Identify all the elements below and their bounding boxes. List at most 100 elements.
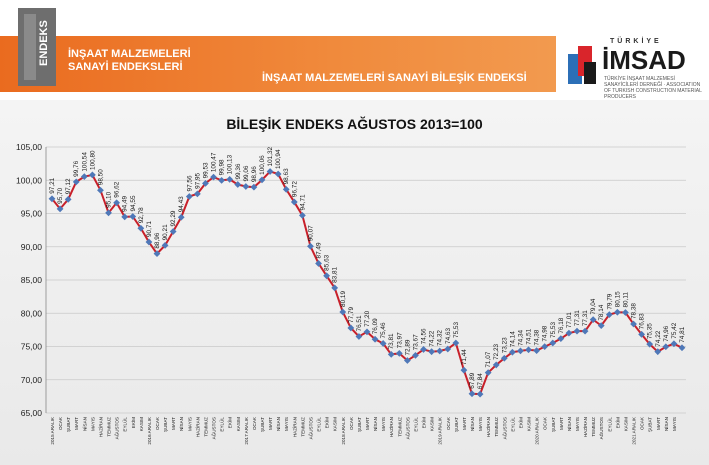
x-tick-label: KASIM <box>527 417 532 431</box>
org-sub: TÜRKİYE İNŞAAT MALZEMESİ SANAYİCİLERİ DE… <box>604 76 702 100</box>
data-label: 100,13 <box>227 154 234 174</box>
data-point <box>226 175 234 183</box>
data-point <box>420 346 427 353</box>
data-label: 73,81 <box>388 333 395 349</box>
data-label: 97,12 <box>65 178 72 194</box>
x-tick-label: 2019 ARALIK <box>438 416 443 445</box>
x-tick-label: MART <box>74 417 79 430</box>
data-label: 76,09 <box>372 318 379 334</box>
app-title-line1: İNŞAAT MALZEMELERİ <box>68 48 191 60</box>
data-point <box>476 390 484 398</box>
data-label: 74,56 <box>421 328 428 344</box>
data-label: 79,04 <box>590 298 597 314</box>
data-point <box>387 351 395 358</box>
data-point <box>662 343 670 351</box>
x-tick-label: ŞUBAT <box>163 417 168 432</box>
x-tick-label: OCAK <box>349 416 354 430</box>
x-tick-label: ŞUBAT <box>357 417 362 432</box>
x-tick-label: KASIM <box>139 417 144 431</box>
x-tick-label: MAYIS <box>381 417 386 431</box>
data-point <box>290 198 298 206</box>
y-tick-label: 95,00 <box>21 209 43 219</box>
x-tick-label: HAZİRAN <box>291 417 297 437</box>
data-point <box>363 328 371 336</box>
composite-index-chart: 65,00 70,00 75,00 80,00 85,00 90,00 95,00 100,0… <box>16 142 686 445</box>
data-point <box>64 196 72 203</box>
data-label: 85,63 <box>324 254 331 270</box>
x-tick-label: NİSAN <box>469 417 475 431</box>
data-label: 90,71 <box>146 221 153 237</box>
data-label: 94,55 <box>130 195 137 211</box>
data-label: 99,53 <box>202 162 209 178</box>
x-tick-label: MAYIS <box>284 417 289 431</box>
y-tick-label: 85,00 <box>21 275 43 285</box>
series-markers <box>48 168 686 398</box>
data-point <box>315 260 322 267</box>
x-tick-label: TEMMUZ <box>591 417 596 437</box>
data-point <box>436 347 444 355</box>
x-tick-label: KASIM <box>333 417 338 431</box>
imsad-logo: TÜRKİYE İMSAD TÜRKİYE İNŞAAT MALZEMESİ S… <box>566 38 706 100</box>
x-tick-label: ŞUBAT <box>551 417 556 432</box>
x-tick-label: MAYIS <box>672 417 677 431</box>
data-point <box>355 333 363 340</box>
data-label: 90,07 <box>307 225 314 241</box>
data-label: 79,79 <box>606 293 613 309</box>
data-point <box>331 284 339 292</box>
x-tick-label: 2016 ARALIK <box>147 416 152 445</box>
data-label: 95,10 <box>106 191 113 207</box>
data-label: 73,67 <box>412 334 419 350</box>
data-label: 99,98 <box>219 159 226 175</box>
x-tick-label: AĞUSTOS <box>114 417 120 439</box>
data-label: 77,31 <box>582 310 589 326</box>
data-label: 75,42 <box>671 322 678 338</box>
x-tick-label: AĞUSTOS <box>501 417 507 439</box>
x-tick-label: MART <box>656 417 661 430</box>
x-tick-label: TEMMUZ <box>397 417 402 437</box>
data-point <box>654 348 662 356</box>
data-label: 98,50 <box>97 169 104 185</box>
data-label: 94,43 <box>178 196 185 212</box>
data-point <box>412 351 419 359</box>
data-point <box>573 327 581 335</box>
org-name: İMSAD <box>602 45 686 75</box>
y-tick-label: 105,00 <box>16 142 42 152</box>
data-label: 74,51 <box>526 328 533 344</box>
x-tick-label: ŞUBAT <box>454 417 459 432</box>
data-label: 100,94 <box>275 149 282 169</box>
data-label: 99,06 <box>243 165 250 181</box>
org-top: TÜRKİYE <box>610 38 662 45</box>
data-point <box>274 170 282 178</box>
data-point <box>242 183 250 190</box>
data-point <box>622 309 629 316</box>
data-point <box>428 348 436 356</box>
data-label: 99,76 <box>73 160 80 176</box>
y-tick-label: 75,00 <box>21 342 43 352</box>
x-tick-label: 2020 ARALIK <box>535 416 540 445</box>
data-label: 80,15 <box>614 291 621 307</box>
x-tick-label: EKİM <box>324 417 330 428</box>
data-label: 98,96 <box>251 166 258 182</box>
x-tick-label: MAYIS <box>90 417 95 431</box>
data-point <box>460 366 468 374</box>
data-point <box>185 193 193 200</box>
x-tick-label: MART <box>268 417 273 430</box>
x-tick-label: OCAK <box>155 416 160 430</box>
data-point <box>678 344 686 352</box>
x-tick-label: ŞUBAT <box>648 417 653 432</box>
x-tick-label: NİSAN <box>372 417 378 431</box>
data-label: 96,72 <box>291 181 298 197</box>
x-tick-label: KASIM <box>430 417 435 431</box>
data-label: 100,47 <box>211 152 218 172</box>
x-tick-label: TEMMUZ <box>300 417 305 437</box>
data-label: 100,80 <box>89 150 96 170</box>
x-tick-label: EKİM <box>130 417 136 428</box>
x-tick-label: NİSAN <box>178 417 184 431</box>
data-point <box>371 335 379 343</box>
x-tick-label: AĞUSTOS <box>307 417 313 439</box>
x-tick-label: MAYIS <box>575 417 580 431</box>
data-point <box>169 228 177 235</box>
x-tick-label: AĞUSTOS <box>404 417 410 439</box>
data-label: 74,22 <box>429 330 436 346</box>
data-label: 74,81 <box>679 326 686 342</box>
